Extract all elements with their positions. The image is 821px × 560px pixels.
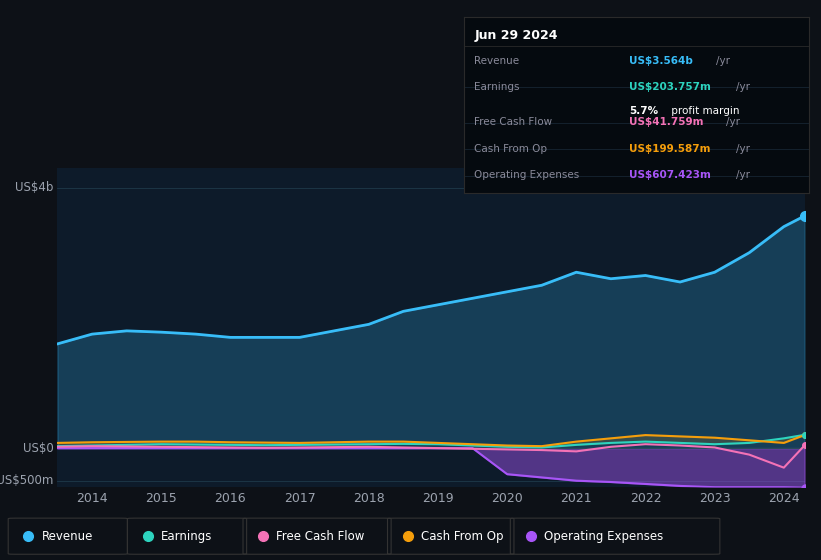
Text: Operating Expenses: Operating Expenses: [475, 170, 580, 180]
Text: profit margin: profit margin: [668, 106, 740, 116]
Text: Free Cash Flow: Free Cash Flow: [475, 118, 553, 127]
Text: /yr: /yr: [736, 82, 750, 92]
Text: US$199.587m: US$199.587m: [630, 144, 711, 154]
Text: US$4b: US$4b: [16, 181, 53, 194]
Text: US$41.759m: US$41.759m: [630, 118, 704, 127]
Text: US$203.757m: US$203.757m: [630, 82, 711, 92]
Text: Operating Expenses: Operating Expenses: [544, 530, 663, 543]
Text: US$607.423m: US$607.423m: [630, 170, 711, 180]
Text: -US$500m: -US$500m: [0, 474, 53, 487]
Text: Cash From Op: Cash From Op: [420, 530, 503, 543]
Text: US$3.564b: US$3.564b: [630, 55, 693, 66]
Text: /yr: /yr: [736, 170, 750, 180]
Text: Revenue: Revenue: [475, 55, 520, 66]
Text: Earnings: Earnings: [475, 82, 520, 92]
Text: Free Cash Flow: Free Cash Flow: [276, 530, 365, 543]
Text: Cash From Op: Cash From Op: [475, 144, 548, 154]
Text: Revenue: Revenue: [41, 530, 93, 543]
Text: 5.7%: 5.7%: [630, 106, 658, 116]
Text: /yr: /yr: [726, 118, 740, 127]
Text: /yr: /yr: [736, 144, 750, 154]
Text: Earnings: Earnings: [161, 530, 212, 543]
Text: /yr: /yr: [716, 55, 730, 66]
Text: Jun 29 2024: Jun 29 2024: [475, 29, 557, 42]
Text: US$0: US$0: [23, 442, 53, 455]
